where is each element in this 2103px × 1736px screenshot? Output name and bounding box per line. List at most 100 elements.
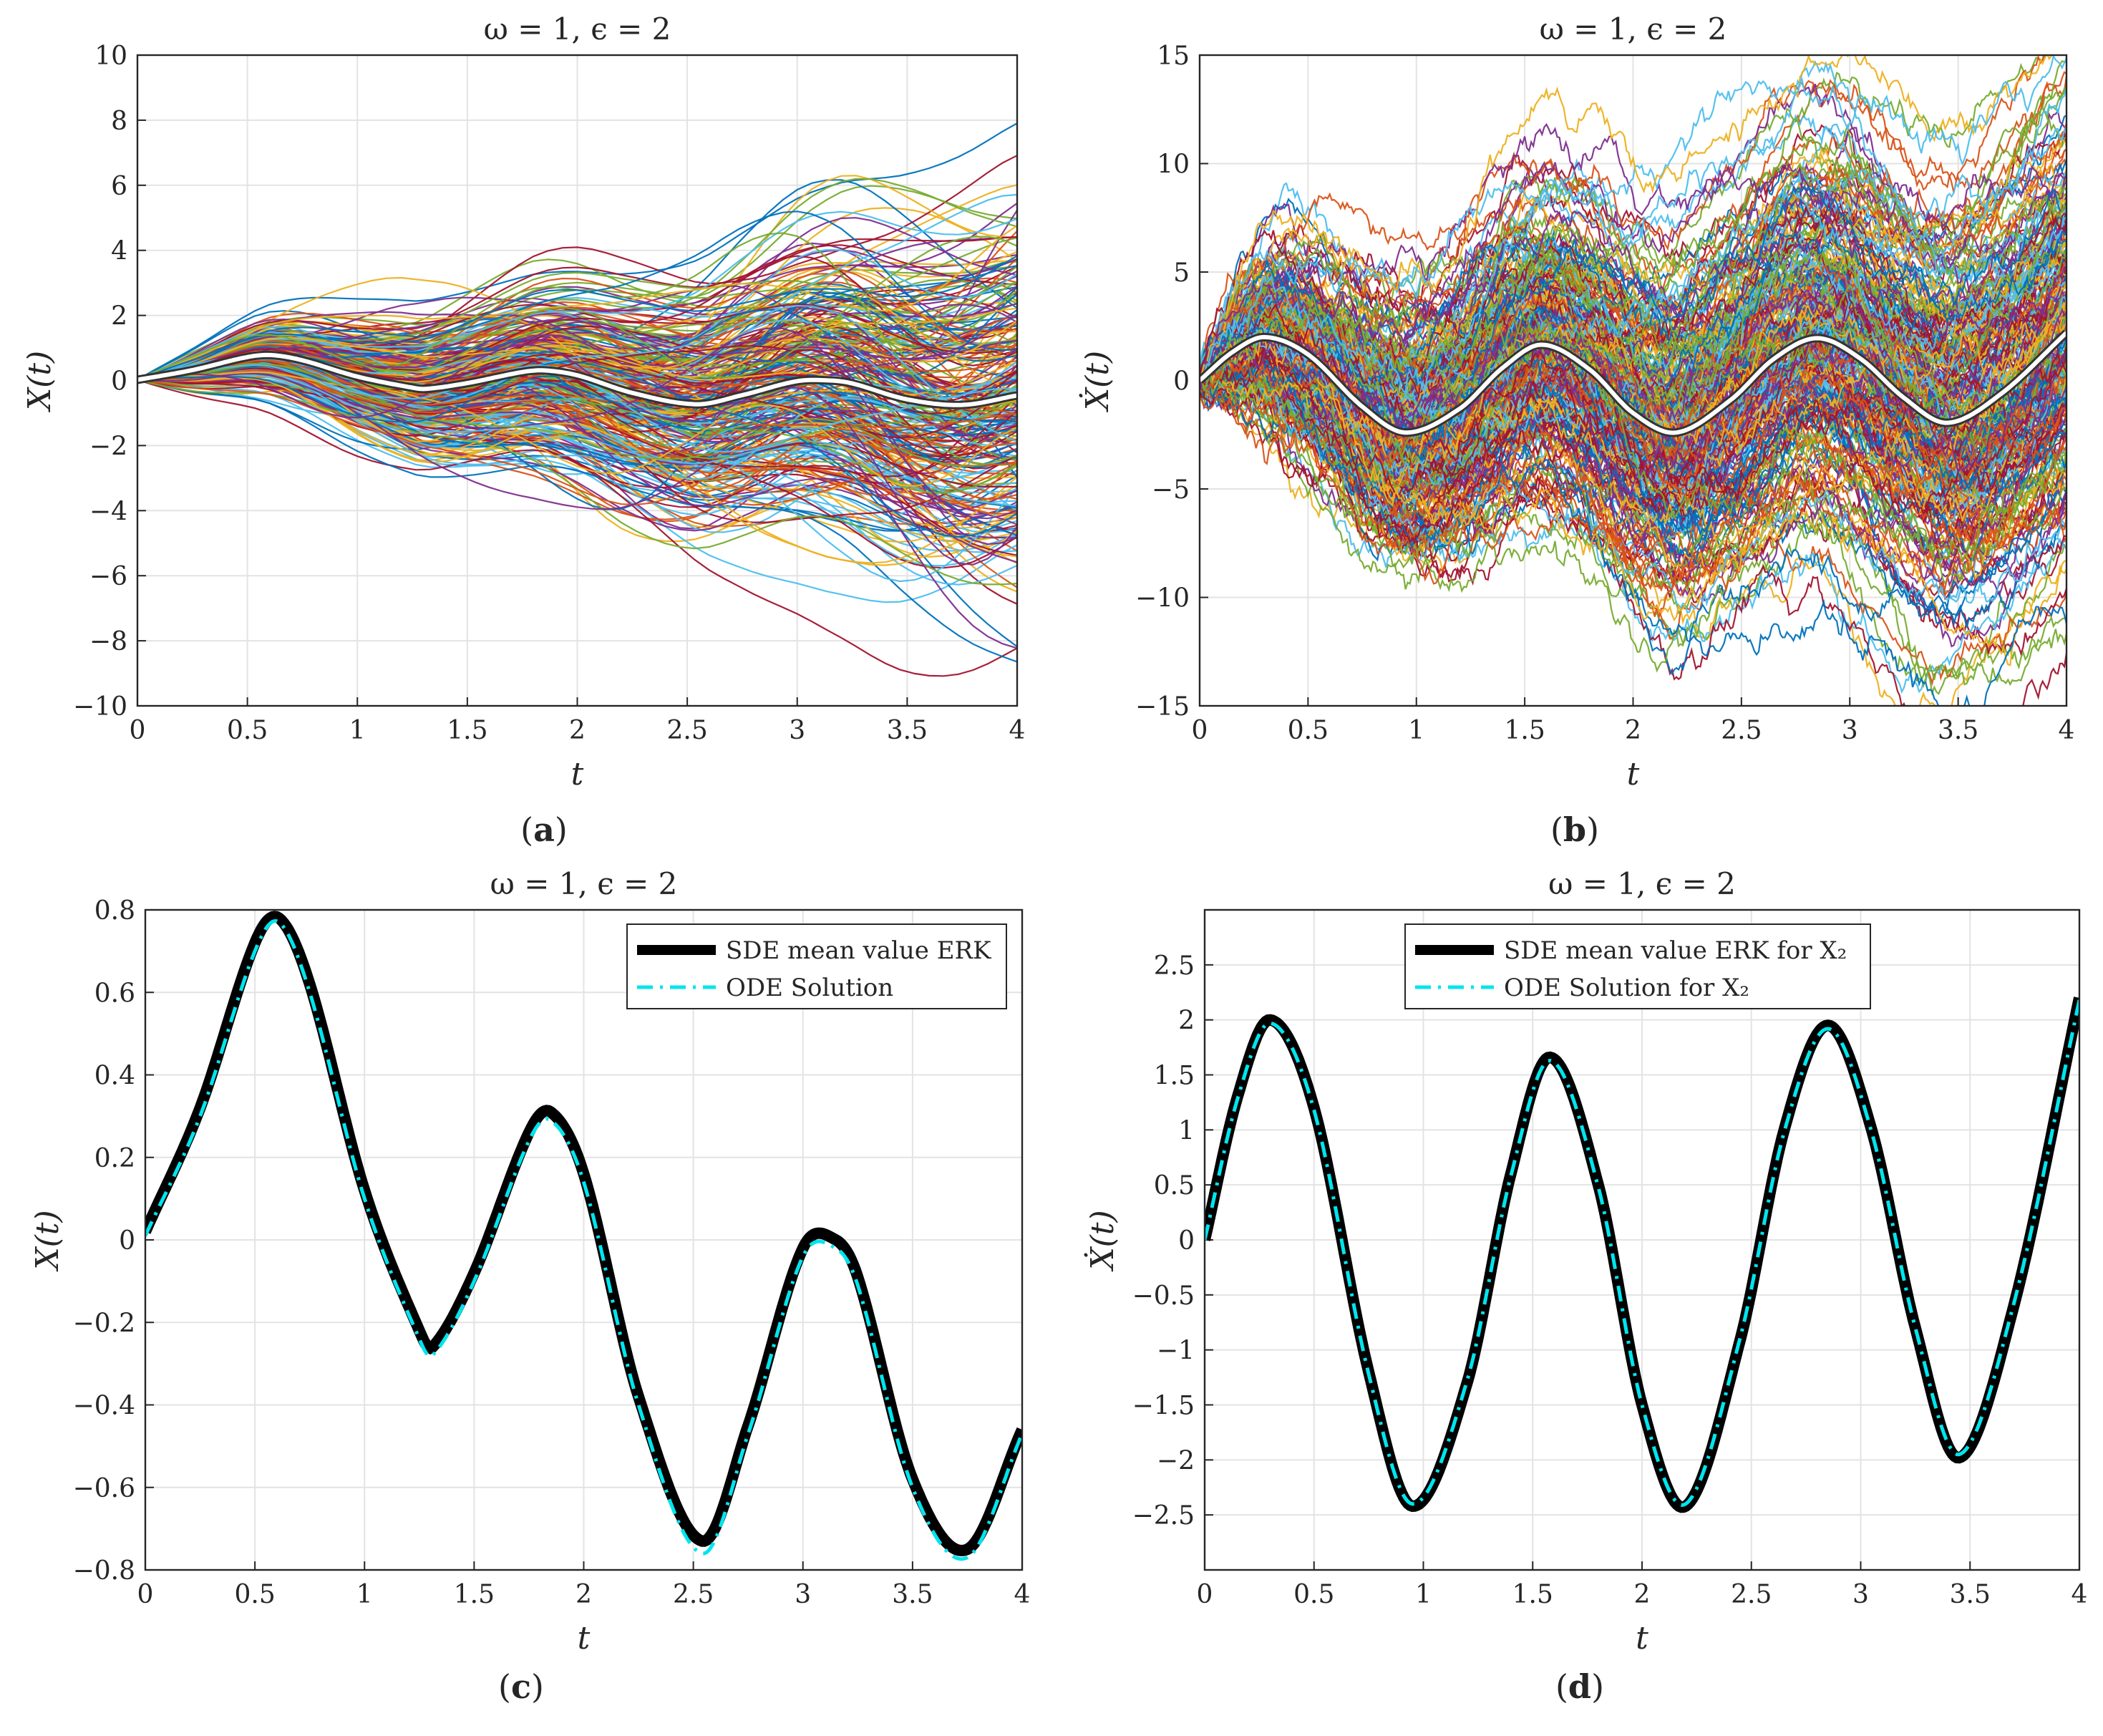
mean-curve <box>137 352 1017 407</box>
sample-path <box>1200 84 2066 389</box>
sample-path <box>137 210 1017 381</box>
x-axis-label: t <box>571 756 584 792</box>
sample-path <box>137 255 1017 381</box>
y-tick-label: 1 <box>1178 1116 1195 1145</box>
y-tick-label: 2 <box>111 302 127 331</box>
x-tick-label: 2.5 <box>1721 716 1762 745</box>
sample-path <box>137 372 1017 511</box>
plot-lines <box>1200 55 2066 706</box>
y-tick-label: −1 <box>1157 1337 1195 1366</box>
y-tick-label: 15 <box>1157 42 1190 71</box>
y-tick-label: −2 <box>1157 1446 1195 1475</box>
sample-path <box>1200 203 2066 409</box>
x-tick-label: 4 <box>2072 1580 2088 1609</box>
panel-a: 0 0.5 1 1.5 2 2.5 3 3.5 4 −10 −8 −6 −4 −2 0 2 4 6 8 10 ω = 1… <box>21 11 1025 849</box>
y-tick-label: −2.5 <box>1132 1501 1195 1531</box>
x-tick-label: 3.5 <box>1950 1580 1991 1609</box>
sample-path <box>137 361 1017 538</box>
x-tick-label: 3.5 <box>1938 716 1978 745</box>
x-tick-label: 1.5 <box>447 716 487 745</box>
sample-path <box>1200 357 2066 706</box>
y-tick-label: 0.2 <box>94 1144 135 1173</box>
x-tick-label: 0.5 <box>234 1580 275 1609</box>
plot-lines <box>1205 996 2079 1513</box>
panel-label: (d) <box>1555 1667 1604 1706</box>
x-tick-label: 3 <box>795 1580 811 1609</box>
x-tick-label: 1 <box>356 1580 373 1609</box>
panel-d: 0 0.5 1 1.5 2 2.5 3 3.5 4 −2.5 −2 −1.5 −1 −0.5 0 0.5 1 1.… <box>1083 866 2087 1706</box>
legend-entry: ODE Solution <box>726 974 893 1002</box>
y-tick-label: 0.4 <box>94 1062 135 1091</box>
sample-path <box>1200 87 2066 425</box>
series-line-ode-solution <box>1205 999 2079 1507</box>
chart-title: ω = 1, ϵ = 2 <box>490 866 678 901</box>
sample-path <box>1200 319 2066 598</box>
y-tick-label: −8 <box>89 627 127 656</box>
sample-path <box>1200 292 2066 481</box>
sample-path <box>137 363 1017 467</box>
x-tick-label: 3.5 <box>892 1580 933 1609</box>
sample-path <box>137 225 1017 381</box>
y-tick-label: 5 <box>1173 258 1190 288</box>
sample-path <box>1200 205 2066 421</box>
sample-path <box>137 295 1017 510</box>
y-tick-label: −10 <box>1135 584 1190 614</box>
panel-label: (a) <box>520 810 568 849</box>
sample-path <box>137 370 1017 508</box>
x-tick-label: 2 <box>569 716 586 745</box>
sample-path <box>1200 366 2066 592</box>
y-tick-label: 0 <box>1173 367 1190 397</box>
y-tick-label: 0 <box>1178 1226 1195 1256</box>
x-tick-label: 1.5 <box>1512 1580 1553 1609</box>
axes-box <box>136 54 1019 707</box>
y-tick-label: −0.5 <box>1132 1281 1195 1311</box>
y-tick-label: 0 <box>119 1226 135 1256</box>
panel-label: (c) <box>498 1667 544 1706</box>
sample-path <box>1200 122 2066 374</box>
x-tick-label: 0 <box>130 716 146 745</box>
x-tick-label: 1.5 <box>454 1580 495 1609</box>
x-tick-label: 0 <box>137 1580 154 1609</box>
x-axis-label: t <box>1636 1620 1648 1657</box>
x-tick-label: 4 <box>1014 1580 1031 1609</box>
y-axis-label: X(t) <box>21 351 58 412</box>
sample-path <box>137 314 1017 381</box>
y-tick-label: −0.8 <box>73 1556 135 1586</box>
y-tick-label: 10 <box>94 42 127 71</box>
y-tick-label: 0 <box>111 367 127 397</box>
x-tick-label: 0 <box>1192 716 1208 745</box>
chart-title: ω = 1, ϵ = 2 <box>1548 866 1736 901</box>
sample-path <box>137 344 1017 566</box>
sample-path <box>137 371 1017 488</box>
x-tick-label: 1 <box>349 716 366 745</box>
legend-box <box>626 923 1007 1009</box>
axes-box <box>1203 908 2081 1571</box>
y-tick-label: 2 <box>1178 1007 1195 1036</box>
x-tick-label: 3.5 <box>887 716 928 745</box>
y-tick-label: 0.6 <box>94 979 135 1008</box>
x-tick-label: 0.5 <box>1288 716 1329 745</box>
sample-path <box>1200 380 2066 620</box>
x-tick-label: 2 <box>575 1580 592 1609</box>
y-tick-label: −0.6 <box>73 1474 135 1503</box>
series-line-ode-solution <box>145 918 1022 1561</box>
y-tick-label: 4 <box>111 237 127 266</box>
x-tick-label: 1 <box>1408 716 1424 745</box>
mean-curve <box>1200 331 2066 435</box>
sample-path <box>1200 351 2066 614</box>
sample-path <box>1200 330 2066 509</box>
sample-path <box>1200 351 2066 544</box>
series-line-sde-mean <box>145 911 1022 1556</box>
sample-path <box>137 379 1017 677</box>
panel-b: 0 0.5 1 1.5 2 2.5 3 3.5 4 −15 −10 −5 0 5 10 15 ω = 1, ϵ … <box>1078 11 2074 849</box>
y-tick-label: −5 <box>1152 475 1190 505</box>
x-tick-label: 4 <box>2059 716 2075 745</box>
x-tick-label: 0 <box>1197 1580 1213 1609</box>
y-tick-label: −15 <box>1135 692 1190 722</box>
legend-entry: SDE mean value ERK for X₂ <box>1504 936 1847 965</box>
y-tick-label: 6 <box>111 172 127 201</box>
x-tick-label: 1.5 <box>1504 716 1545 745</box>
sample-path <box>137 369 1017 467</box>
x-tick-label: 2.5 <box>1731 1580 1772 1609</box>
